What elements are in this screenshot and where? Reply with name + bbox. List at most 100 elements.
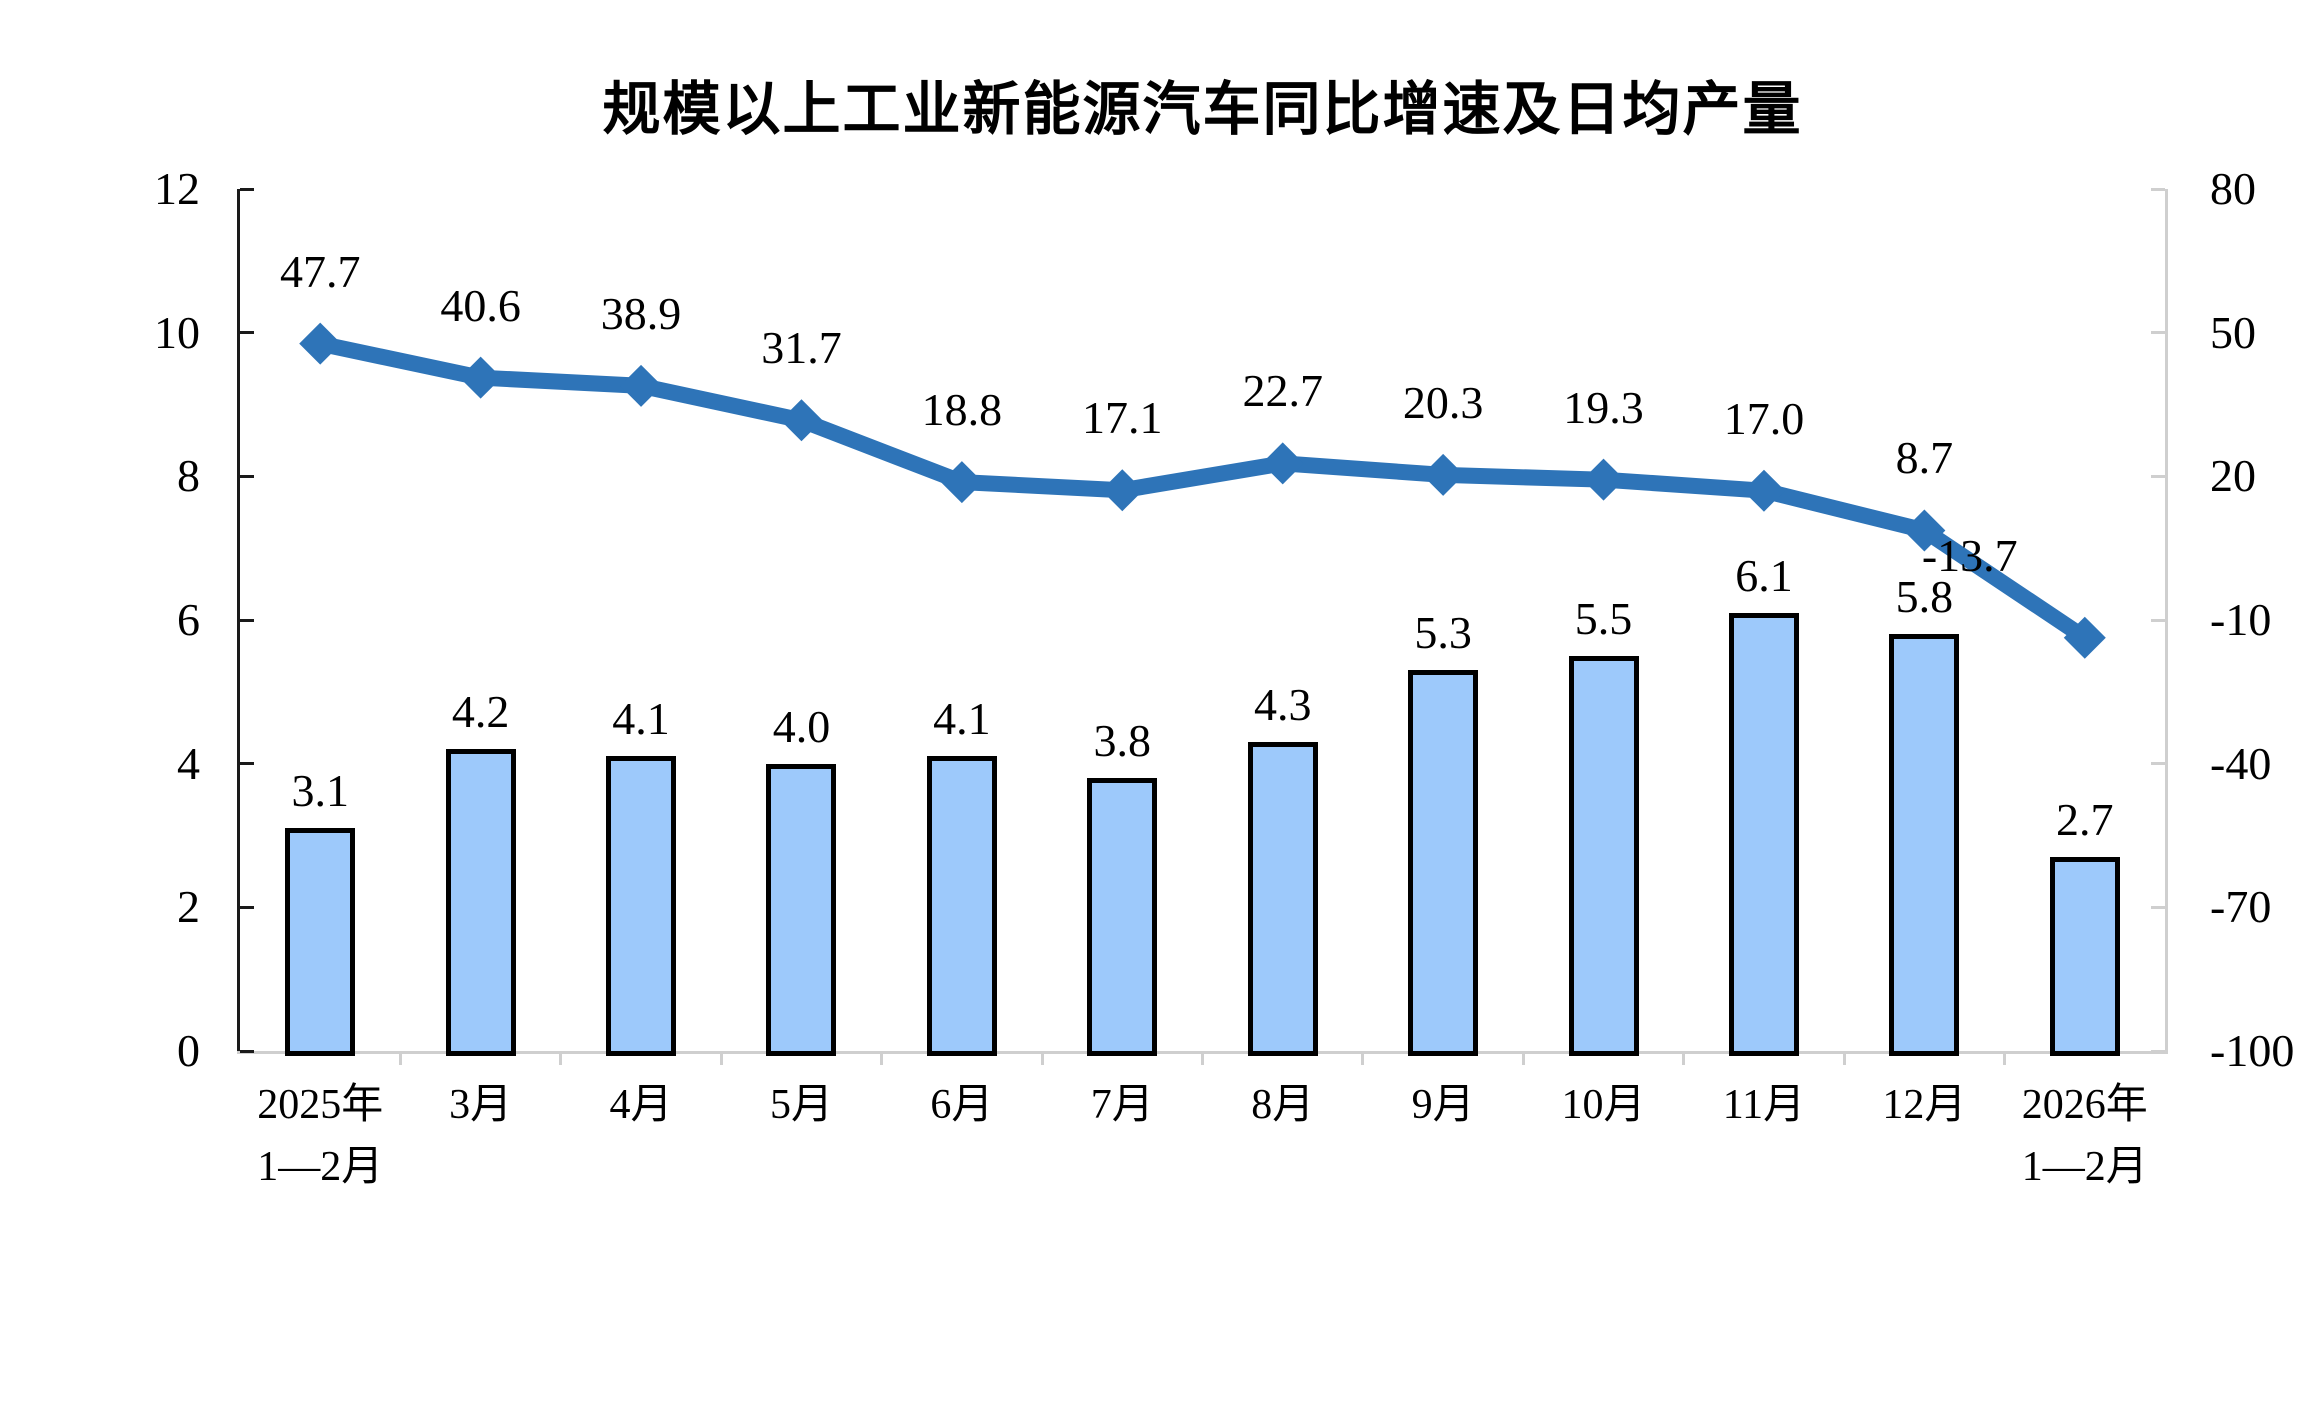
left-axis-tick-label: 12: [154, 163, 200, 214]
bar-value-label: 4.3: [1253, 679, 1312, 731]
bar: [445, 749, 516, 1056]
left-axis-tick: [240, 762, 254, 766]
left-axis-tick: [240, 187, 254, 191]
x-axis-tick: [398, 1051, 402, 1065]
left-axis-tick-label: 10: [154, 306, 200, 358]
line-marker-icon: [780, 399, 823, 442]
left-axis-line: [237, 189, 240, 1054]
x-axis-tick: [1682, 1051, 1686, 1065]
left-axis-tick: [240, 331, 254, 335]
line-marker-icon: [1261, 442, 1304, 485]
bar: [1728, 612, 1799, 1056]
bar-value-label: 4.2: [451, 686, 510, 738]
bar: [926, 756, 997, 1056]
line-marker-icon: [1101, 469, 1144, 512]
line-marker-icon: [299, 322, 342, 365]
line-value-label: 17.1: [1082, 392, 1163, 444]
line-value-label: 47.7: [279, 245, 361, 297]
x-axis-tick: [1040, 1051, 1044, 1065]
line-value-label: 17.0: [1723, 392, 1805, 444]
x-axis-tick: [2003, 1051, 2007, 1065]
right-axis-tick-label: 80: [2210, 163, 2256, 214]
bar-value-label: 3.1: [291, 765, 349, 817]
right-axis-tick-label: 20: [2210, 450, 2256, 502]
right-axis-tick-label: -100: [2210, 1025, 2295, 1076]
bar: [1568, 655, 1639, 1056]
right-axis-tick: [2151, 762, 2165, 766]
left-axis-tick: [240, 905, 254, 909]
legend: 日均产量（万辆） 增速（%）: [0, 1232, 2304, 1312]
x-axis-category-label: 7月: [1090, 1082, 1154, 1128]
right-axis-tick-label: -40: [2210, 737, 2272, 789]
bar-value-label: 3.8: [1093, 715, 1152, 767]
line-value-label: 31.7: [761, 322, 842, 374]
x-axis-category-label: 9月: [1411, 1082, 1475, 1128]
bar: [1889, 634, 1960, 1056]
bar-value-label: 4.0: [772, 700, 831, 752]
x-axis-category-label: 3月: [449, 1082, 513, 1128]
x-axis-tick: [880, 1051, 884, 1065]
x-axis-category-label: 1—2月: [257, 1144, 384, 1190]
right-axis-tick: [2151, 187, 2165, 191]
line-value-label: 18.8: [921, 384, 1003, 436]
line-value-label: 40.6: [440, 279, 521, 331]
x-axis-category-label: 12月: [1882, 1082, 1967, 1128]
right-axis-tick: [2151, 905, 2165, 909]
right-axis-tick: [2151, 618, 2165, 622]
line-marker-icon: [1582, 458, 1625, 501]
x-axis-tick: [719, 1051, 723, 1065]
x-axis-category-label: 6月: [930, 1082, 994, 1128]
x-axis-category-label: 10月: [1561, 1082, 1646, 1128]
x-axis-category-label: 11月: [1722, 1082, 1806, 1128]
line-value-label: 38.9: [600, 287, 682, 339]
right-axis-tick: [2151, 331, 2165, 335]
x-axis-category-label: 5月: [769, 1082, 833, 1128]
right-axis-line: [2165, 189, 2168, 1054]
right-axis-tick: [2151, 474, 2165, 478]
x-axis-tick: [1201, 1051, 1204, 1065]
right-axis-tick-label: -10: [2210, 594, 2272, 645]
left-axis-tick-label: 0: [177, 1025, 200, 1076]
line-marker-icon: [1422, 453, 1465, 496]
bar: [606, 756, 677, 1056]
bar-value-label: 4.1: [933, 693, 991, 745]
x-axis-tick: [1842, 1051, 1846, 1065]
x-axis-tick: [1361, 1051, 1365, 1065]
line-value-label: 8.7: [1895, 432, 1954, 484]
x-axis-category-label: 1—2月: [2021, 1144, 2148, 1190]
line-marker-icon: [459, 356, 502, 399]
left-axis-tick: [240, 618, 254, 622]
x-axis-category-label: 4月: [609, 1082, 673, 1128]
bar-value-label: 4.1: [612, 693, 670, 745]
bar: [2049, 857, 2120, 1056]
x-axis-tick: [559, 1051, 563, 1065]
right-axis-tick-label: -70: [2210, 881, 2272, 933]
left-axis-tick-label: 2: [177, 881, 200, 933]
left-axis-tick: [240, 474, 254, 478]
bar-value-label: 2.7: [2056, 794, 2114, 846]
bar: [1247, 742, 1318, 1056]
line-marker-icon: [1742, 469, 1785, 512]
bar: [1087, 778, 1158, 1056]
line-value-label: 22.7: [1242, 365, 1323, 417]
left-axis-tick-label: 6: [177, 594, 200, 645]
left-axis-tick: [240, 1049, 254, 1053]
bar: [285, 828, 356, 1056]
right-axis-tick: [2151, 1049, 2165, 1053]
bar: [1408, 670, 1479, 1056]
line-marker-icon: [620, 364, 663, 407]
right-axis-tick-label: 50: [2210, 306, 2256, 358]
line-value-label: 20.3: [1402, 376, 1484, 428]
line-marker-icon: [2063, 616, 2106, 659]
bar-value-label: 5.5: [1574, 592, 1633, 644]
x-axis-category-label: 2025年: [257, 1082, 384, 1128]
line-value-label: 19.3: [1563, 381, 1644, 433]
bar: [766, 763, 837, 1056]
left-axis-tick-label: 4: [177, 737, 200, 789]
line-marker-icon: [940, 461, 983, 504]
x-axis-tick: [1521, 1051, 1525, 1065]
x-axis-category-label: 2026年: [2021, 1082, 2148, 1128]
chart-title: 规模以上工业新能源汽车同比增速及日均产量: [602, 75, 1803, 143]
